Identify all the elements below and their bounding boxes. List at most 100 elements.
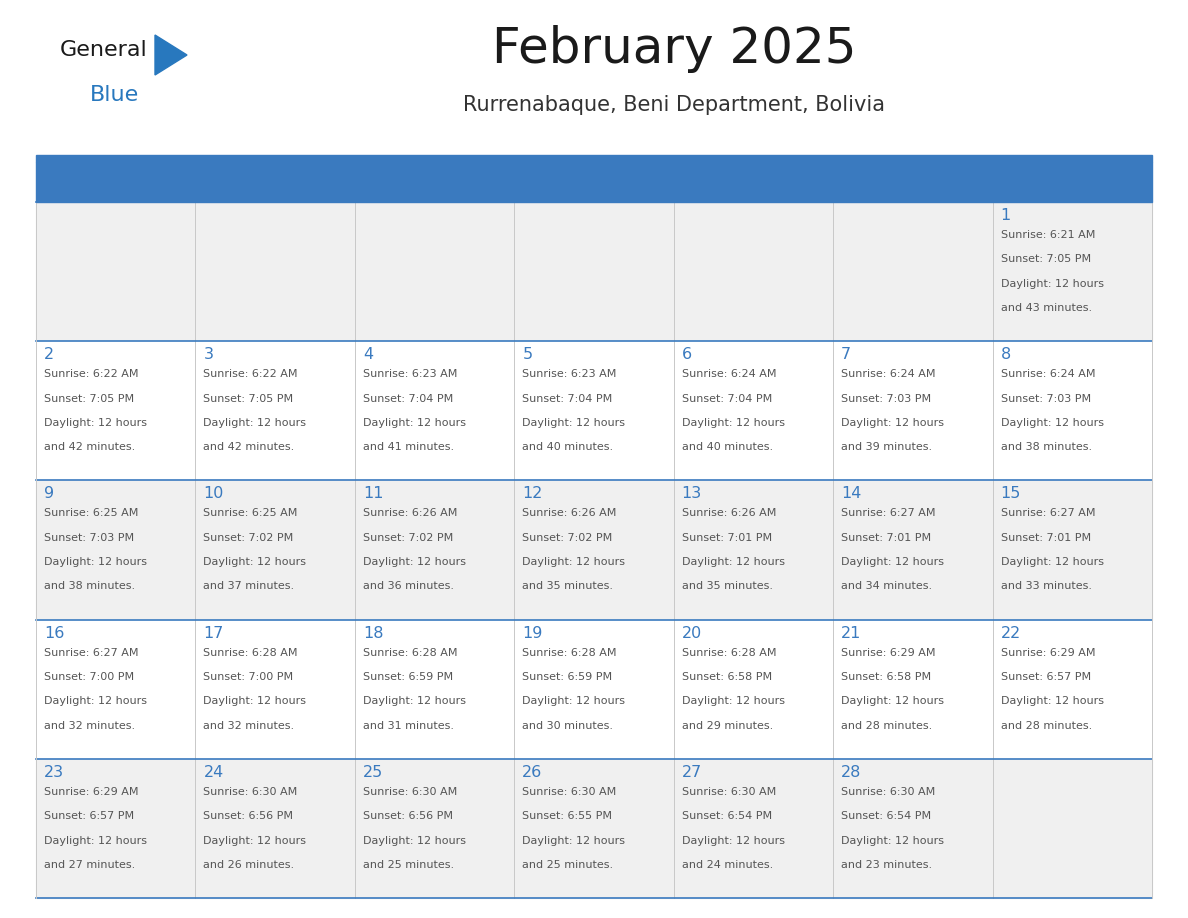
Text: Sunrise: 6:30 AM: Sunrise: 6:30 AM xyxy=(362,787,457,797)
Text: Sunset: 7:01 PM: Sunset: 7:01 PM xyxy=(1000,532,1091,543)
Text: and 35 minutes.: and 35 minutes. xyxy=(523,581,613,591)
Text: 14: 14 xyxy=(841,487,861,501)
Text: 21: 21 xyxy=(841,625,861,641)
Bar xyxy=(36,202,1152,341)
Text: 9: 9 xyxy=(44,487,55,501)
Text: Daylight: 12 hours: Daylight: 12 hours xyxy=(44,697,147,706)
Text: Daylight: 12 hours: Daylight: 12 hours xyxy=(682,557,785,567)
Text: Daylight: 12 hours: Daylight: 12 hours xyxy=(203,835,307,845)
Text: 4: 4 xyxy=(362,347,373,363)
Text: Sunrise: 6:26 AM: Sunrise: 6:26 AM xyxy=(523,509,617,519)
Text: and 31 minutes.: and 31 minutes. xyxy=(362,721,454,731)
Text: and 42 minutes.: and 42 minutes. xyxy=(44,442,135,453)
Text: Sunset: 6:54 PM: Sunset: 6:54 PM xyxy=(841,812,931,822)
Text: Sunrise: 6:22 AM: Sunrise: 6:22 AM xyxy=(44,369,139,379)
Text: 10: 10 xyxy=(203,487,223,501)
Text: Daylight: 12 hours: Daylight: 12 hours xyxy=(44,418,147,428)
Text: Saturday: Saturday xyxy=(1035,173,1110,191)
Text: Daylight: 12 hours: Daylight: 12 hours xyxy=(841,557,944,567)
Text: Daylight: 12 hours: Daylight: 12 hours xyxy=(841,697,944,706)
Text: and 42 minutes.: and 42 minutes. xyxy=(203,442,295,453)
Text: Friday: Friday xyxy=(887,173,939,191)
Text: and 29 minutes.: and 29 minutes. xyxy=(682,721,773,731)
Text: 27: 27 xyxy=(682,765,702,779)
Text: and 38 minutes.: and 38 minutes. xyxy=(1000,442,1092,453)
Text: and 32 minutes.: and 32 minutes. xyxy=(44,721,135,731)
Text: Sunset: 6:54 PM: Sunset: 6:54 PM xyxy=(682,812,772,822)
Text: and 34 minutes.: and 34 minutes. xyxy=(841,581,933,591)
Text: Sunrise: 6:23 AM: Sunrise: 6:23 AM xyxy=(523,369,617,379)
Polygon shape xyxy=(154,35,187,75)
Text: and 37 minutes.: and 37 minutes. xyxy=(203,581,295,591)
Text: Wednesday: Wednesday xyxy=(545,173,643,191)
Text: and 40 minutes.: and 40 minutes. xyxy=(523,442,613,453)
Text: Sunset: 7:05 PM: Sunset: 7:05 PM xyxy=(1000,254,1091,264)
Text: Sunrise: 6:29 AM: Sunrise: 6:29 AM xyxy=(1000,647,1095,657)
Text: Sunset: 7:02 PM: Sunset: 7:02 PM xyxy=(523,532,613,543)
Text: Sunrise: 6:30 AM: Sunrise: 6:30 AM xyxy=(523,787,617,797)
Text: and 28 minutes.: and 28 minutes. xyxy=(1000,721,1092,731)
Text: and 35 minutes.: and 35 minutes. xyxy=(682,581,772,591)
Text: Sunset: 7:02 PM: Sunset: 7:02 PM xyxy=(362,532,453,543)
Text: Sunrise: 6:25 AM: Sunrise: 6:25 AM xyxy=(203,509,298,519)
Text: Sunrise: 6:27 AM: Sunrise: 6:27 AM xyxy=(44,647,139,657)
Text: Rurrenabaque, Beni Department, Bolivia: Rurrenabaque, Beni Department, Bolivia xyxy=(463,95,885,115)
Text: and 23 minutes.: and 23 minutes. xyxy=(841,860,933,870)
Text: Monday: Monday xyxy=(242,173,308,191)
Text: and 27 minutes.: and 27 minutes. xyxy=(44,860,135,870)
Text: 25: 25 xyxy=(362,765,383,779)
Text: 17: 17 xyxy=(203,625,223,641)
Text: Daylight: 12 hours: Daylight: 12 hours xyxy=(44,835,147,845)
Text: Blue: Blue xyxy=(90,85,139,105)
Text: 2: 2 xyxy=(44,347,55,363)
Bar xyxy=(36,162,1152,202)
Text: Daylight: 12 hours: Daylight: 12 hours xyxy=(682,418,785,428)
Text: Sunset: 6:59 PM: Sunset: 6:59 PM xyxy=(362,672,453,682)
Text: Sunrise: 6:29 AM: Sunrise: 6:29 AM xyxy=(841,647,936,657)
Text: Sunrise: 6:29 AM: Sunrise: 6:29 AM xyxy=(44,787,139,797)
Text: Sunrise: 6:27 AM: Sunrise: 6:27 AM xyxy=(1000,509,1095,519)
Text: Daylight: 12 hours: Daylight: 12 hours xyxy=(203,557,307,567)
Text: 12: 12 xyxy=(523,487,543,501)
Text: and 39 minutes.: and 39 minutes. xyxy=(841,442,933,453)
Text: 8: 8 xyxy=(1000,347,1011,363)
Text: and 43 minutes.: and 43 minutes. xyxy=(1000,303,1092,313)
Text: and 25 minutes.: and 25 minutes. xyxy=(362,860,454,870)
Text: February 2025: February 2025 xyxy=(492,25,857,73)
Text: Sunrise: 6:26 AM: Sunrise: 6:26 AM xyxy=(362,509,457,519)
Text: and 25 minutes.: and 25 minutes. xyxy=(523,860,613,870)
Text: Daylight: 12 hours: Daylight: 12 hours xyxy=(362,835,466,845)
Text: Sunset: 6:58 PM: Sunset: 6:58 PM xyxy=(841,672,931,682)
Text: Daylight: 12 hours: Daylight: 12 hours xyxy=(1000,279,1104,289)
Text: and 24 minutes.: and 24 minutes. xyxy=(682,860,773,870)
Bar xyxy=(36,759,1152,898)
Text: Daylight: 12 hours: Daylight: 12 hours xyxy=(203,697,307,706)
Text: Sunrise: 6:24 AM: Sunrise: 6:24 AM xyxy=(682,369,776,379)
Text: Daylight: 12 hours: Daylight: 12 hours xyxy=(1000,418,1104,428)
Text: Sunrise: 6:26 AM: Sunrise: 6:26 AM xyxy=(682,509,776,519)
Text: and 41 minutes.: and 41 minutes. xyxy=(362,442,454,453)
Text: 22: 22 xyxy=(1000,625,1020,641)
Text: Sunrise: 6:22 AM: Sunrise: 6:22 AM xyxy=(203,369,298,379)
Text: Sunrise: 6:28 AM: Sunrise: 6:28 AM xyxy=(682,647,776,657)
Text: Sunset: 7:00 PM: Sunset: 7:00 PM xyxy=(203,672,293,682)
Bar xyxy=(36,341,1152,480)
Text: Sunset: 6:56 PM: Sunset: 6:56 PM xyxy=(203,812,293,822)
Text: Sunset: 6:59 PM: Sunset: 6:59 PM xyxy=(523,672,612,682)
Text: Sunset: 7:03 PM: Sunset: 7:03 PM xyxy=(841,394,931,404)
Text: Sunrise: 6:30 AM: Sunrise: 6:30 AM xyxy=(682,787,776,797)
Text: Sunset: 7:03 PM: Sunset: 7:03 PM xyxy=(44,532,134,543)
Text: and 36 minutes.: and 36 minutes. xyxy=(362,581,454,591)
Text: Sunrise: 6:24 AM: Sunrise: 6:24 AM xyxy=(1000,369,1095,379)
Text: Sunrise: 6:25 AM: Sunrise: 6:25 AM xyxy=(44,509,138,519)
Text: Sunset: 7:02 PM: Sunset: 7:02 PM xyxy=(203,532,293,543)
Text: 16: 16 xyxy=(44,625,64,641)
Text: Daylight: 12 hours: Daylight: 12 hours xyxy=(362,697,466,706)
Text: Daylight: 12 hours: Daylight: 12 hours xyxy=(682,697,785,706)
Text: Sunset: 7:05 PM: Sunset: 7:05 PM xyxy=(44,394,134,404)
Bar xyxy=(36,155,1152,162)
Text: Daylight: 12 hours: Daylight: 12 hours xyxy=(44,557,147,567)
Text: Sunrise: 6:28 AM: Sunrise: 6:28 AM xyxy=(523,647,617,657)
Text: Sunrise: 6:30 AM: Sunrise: 6:30 AM xyxy=(841,787,935,797)
Text: and 30 minutes.: and 30 minutes. xyxy=(523,721,613,731)
